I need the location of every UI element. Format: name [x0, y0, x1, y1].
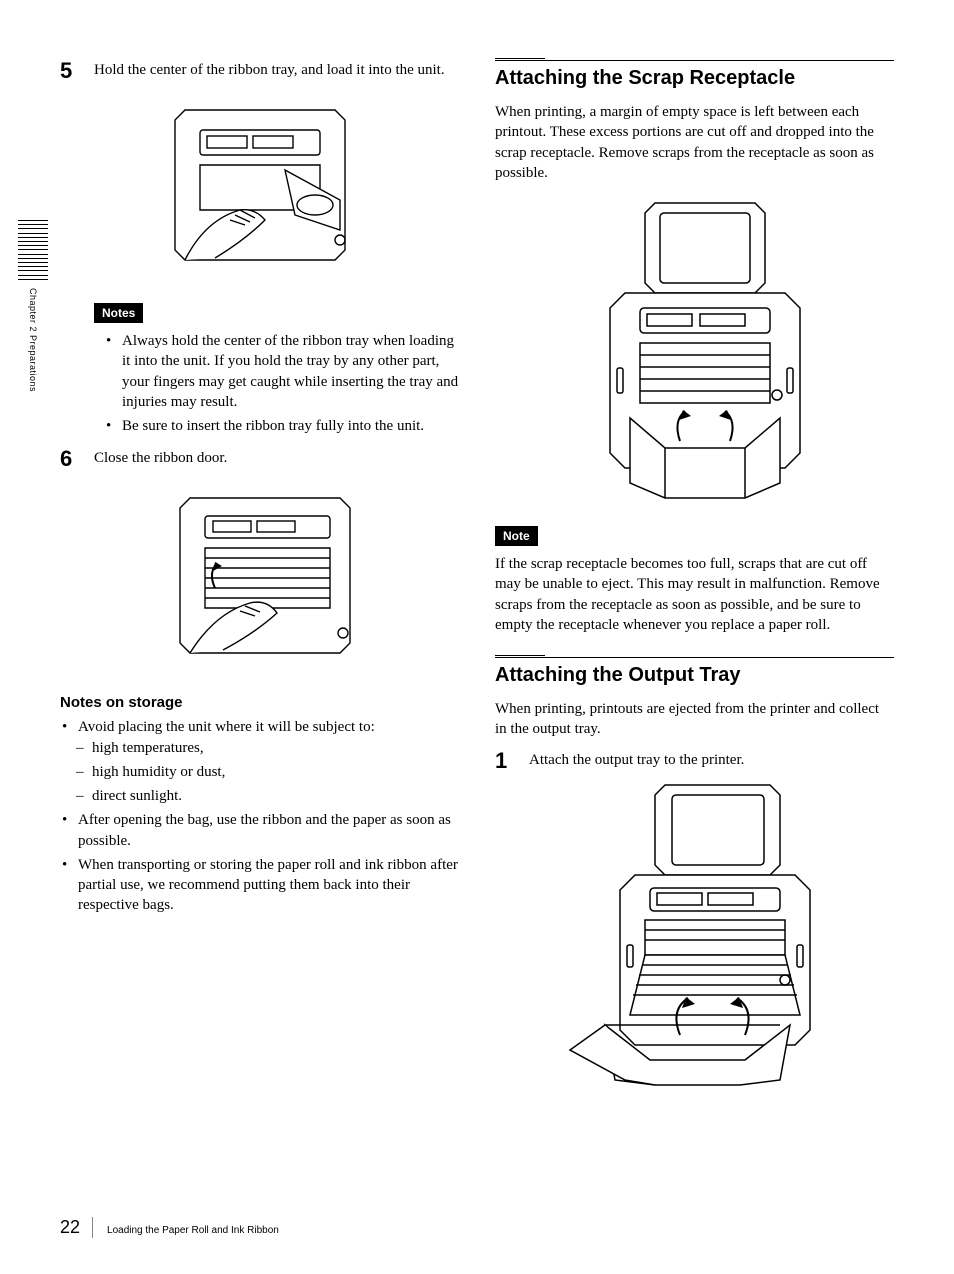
- step-text: Close the ribbon door.: [94, 448, 459, 468]
- printer-output-tray-icon: [545, 780, 845, 1090]
- output-tray-heading: Attaching the Output Tray: [495, 657, 894, 687]
- chapter-label: Chapter 2 Preparations: [28, 288, 38, 392]
- list-item: high humidity or dust,: [82, 762, 459, 782]
- step-number: 1: [495, 750, 515, 772]
- page-number: 22: [60, 1217, 93, 1238]
- step-5: 5 Hold the center of the ribbon tray, an…: [60, 60, 459, 82]
- storage-list: Avoid placing the unit where it will be …: [60, 717, 459, 915]
- list-item: Always hold the center of the ribbon tra…: [112, 331, 459, 412]
- list-item: Be sure to insert the ribbon tray fully …: [112, 416, 459, 436]
- step-6: 6 Close the ribbon door.: [60, 448, 459, 470]
- step-text: Hold the center of the ribbon tray, and …: [94, 60, 459, 80]
- figure-close-ribbon-door: [60, 478, 459, 678]
- figure-load-ribbon-tray: [60, 90, 459, 285]
- scrap-body: When printing, a margin of empty space i…: [495, 102, 894, 183]
- list-item: After opening the bag, use the ribbon an…: [68, 810, 459, 851]
- notes-list: Always hold the center of the ribbon tra…: [94, 331, 459, 436]
- note-badge: Note: [495, 526, 538, 546]
- list-item: Avoid placing the unit where it will be …: [68, 717, 459, 806]
- figure-output-tray: [495, 780, 894, 1095]
- left-column: 5 Hold the center of the ribbon tray, an…: [60, 60, 459, 1107]
- step-text: Attach the output tray to the printer.: [529, 750, 894, 770]
- chapter-tab: Chapter 2 Preparations: [18, 220, 48, 392]
- list-item: direct sunlight.: [82, 786, 459, 806]
- list-item: When transporting or storing the paper r…: [68, 855, 459, 916]
- printer-close-door-icon: [145, 478, 375, 673]
- list-item: high temperatures,: [82, 738, 459, 758]
- right-column: Attaching the Scrap Receptacle When prin…: [495, 60, 894, 1107]
- footer-title: Loading the Paper Roll and Ink Ribbon: [107, 1225, 279, 1236]
- scrap-receptacle-heading: Attaching the Scrap Receptacle: [495, 60, 894, 90]
- step-number: 5: [60, 60, 80, 82]
- printer-scrap-receptacle-icon: [555, 193, 835, 503]
- page-footer: 22 Loading the Paper Roll and Ink Ribbon: [60, 1217, 279, 1238]
- tab-lines-icon: [18, 220, 48, 280]
- output-body: When printing, printouts are ejected fro…: [495, 699, 894, 740]
- step-1: 1 Attach the output tray to the printer.: [495, 750, 894, 772]
- list-item-text: Avoid placing the unit where it will be …: [78, 719, 375, 735]
- storage-heading: Notes on storage: [60, 694, 459, 711]
- figure-scrap-receptacle: [495, 193, 894, 508]
- step-number: 6: [60, 448, 80, 470]
- printer-load-tray-icon: [145, 90, 375, 280]
- note-body: If the scrap receptacle becomes too full…: [495, 554, 894, 635]
- notes-badge: Notes: [94, 303, 143, 323]
